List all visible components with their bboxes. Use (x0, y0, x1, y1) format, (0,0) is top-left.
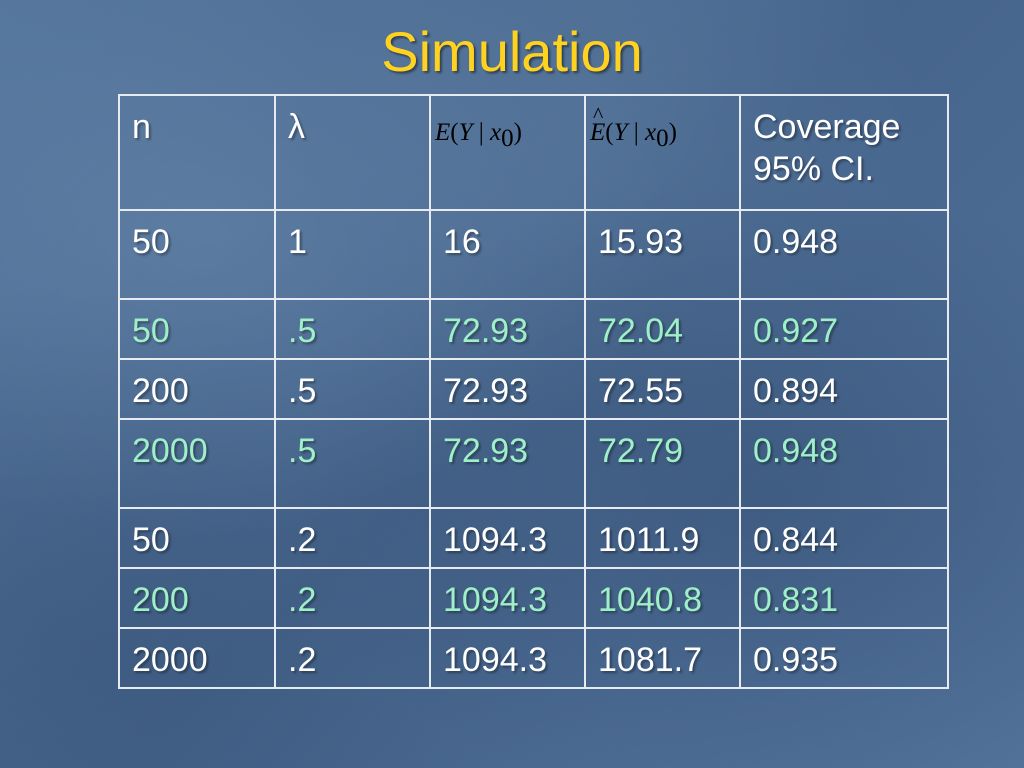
table-header-row: n λ E(Y | x0) ^ E(Y | x0) Coverage 95% CI… (118, 94, 949, 211)
table-row: 2000 .5 72.93 72.79 0.948 (118, 418, 949, 509)
cell-n: 2000 (118, 418, 276, 509)
cell-coverage: 0.948 (739, 209, 949, 300)
cell-expectation: 72.93 (429, 298, 586, 360)
hat-accent: ^ (593, 102, 604, 127)
header-expectation: E(Y | x0) (429, 94, 586, 211)
cell-lambda: 1 (274, 209, 431, 300)
cell-lambda: .2 (274, 627, 431, 689)
cell-coverage: 0.948 (739, 418, 949, 509)
cell-coverage: 0.935 (739, 627, 949, 689)
cell-lambda: .5 (274, 358, 431, 420)
expectation-formula: E(Y | x0) (435, 119, 522, 152)
table-row: 2000 .2 1094.3 1081.7 0.935 (118, 627, 949, 689)
cell-expectation: 72.93 (429, 358, 586, 420)
table-row: 200 .5 72.93 72.55 0.894 (118, 358, 949, 420)
cell-lambda: .5 (274, 418, 431, 509)
cell-coverage: 0.831 (739, 567, 949, 629)
cell-estimate: 1011.9 (584, 507, 741, 569)
header-coverage: Coverage 95% CI. (739, 94, 949, 211)
cell-expectation: 1094.3 (429, 507, 586, 569)
cell-n: 50 (118, 298, 276, 360)
cell-lambda: .2 (274, 567, 431, 629)
estimate-formula: ^ E(Y | x0) (590, 102, 677, 153)
cell-coverage: 0.894 (739, 358, 949, 420)
cell-estimate: 72.04 (584, 298, 741, 360)
cell-n: 200 (118, 358, 276, 420)
cell-expectation: 1094.3 (429, 627, 586, 689)
cell-n: 200 (118, 567, 276, 629)
header-coverage-line2: 95% CI. (753, 150, 874, 188)
table-row: 50 .5 72.93 72.04 0.927 (118, 298, 949, 360)
cell-estimate: 1040.8 (584, 567, 741, 629)
cell-coverage: 0.927 (739, 298, 949, 360)
cell-estimate: 72.79 (584, 418, 741, 509)
cell-estimate: 15.93 (584, 209, 741, 300)
header-estimate: ^ E(Y | x0) (584, 94, 741, 211)
cell-estimate: 72.55 (584, 358, 741, 420)
cell-n: 2000 (118, 627, 276, 689)
table-row: 50 1 16 15.93 0.948 (118, 209, 949, 300)
cell-expectation: 1094.3 (429, 567, 586, 629)
simulation-table: n λ E(Y | x0) ^ E(Y | x0) Coverage 95% CI… (118, 94, 949, 689)
cell-estimate: 1081.7 (584, 627, 741, 689)
cell-expectation: 16 (429, 209, 586, 300)
cell-lambda: .2 (274, 507, 431, 569)
table-row: 50 .2 1094.3 1011.9 0.844 (118, 507, 949, 569)
cell-n: 50 (118, 507, 276, 569)
cell-n: 50 (118, 209, 276, 300)
header-lambda: λ (274, 94, 431, 211)
cell-expectation: 72.93 (429, 418, 586, 509)
slide-title: Simulation (381, 20, 643, 83)
cell-lambda: .5 (274, 298, 431, 360)
header-n: n (118, 94, 276, 211)
table-row: 200 .2 1094.3 1040.8 0.831 (118, 567, 949, 629)
header-coverage-line1: Coverage (753, 108, 901, 146)
cell-coverage: 0.844 (739, 507, 949, 569)
